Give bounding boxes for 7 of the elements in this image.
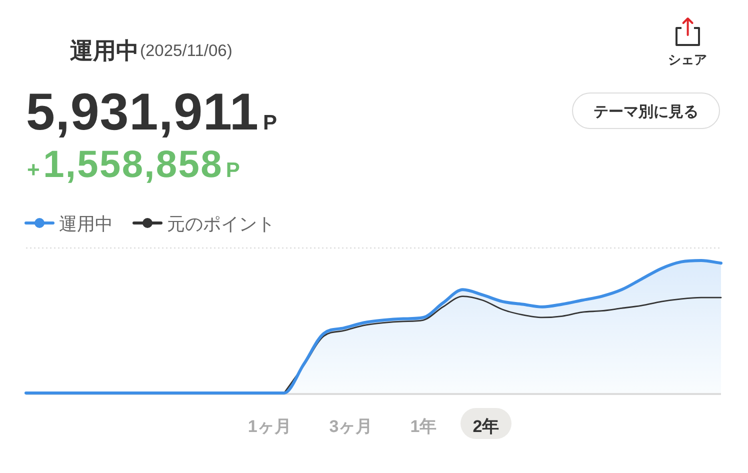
legend-label: 運用中 <box>59 214 113 234</box>
subtitle: (2025/11/06) <box>140 42 232 60</box>
theme-button-label: テーマ別に見る <box>594 104 698 120</box>
title: 運用中 <box>70 38 139 64</box>
share-label: シェア <box>668 52 707 67</box>
legend-label: 元のポイント <box>167 214 275 234</box>
range-selector: 1ヶ月 3ヶ月 1年 2年 <box>248 408 512 439</box>
